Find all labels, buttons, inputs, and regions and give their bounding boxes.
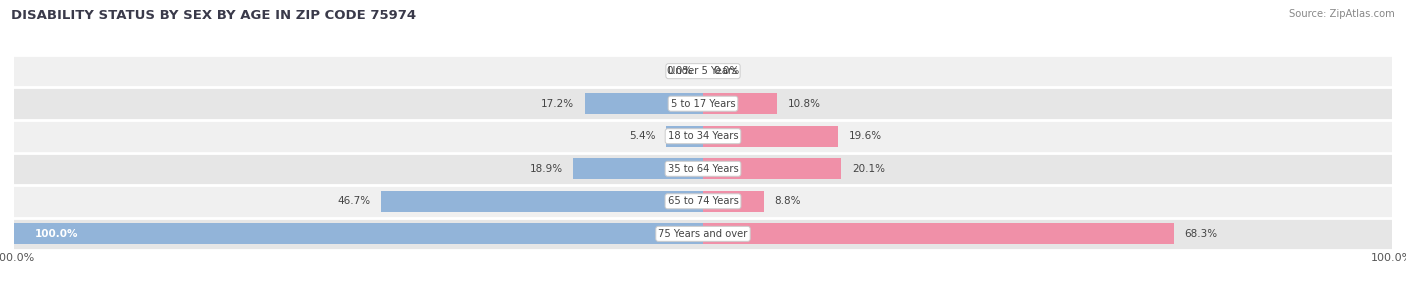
Text: DISABILITY STATUS BY SEX BY AGE IN ZIP CODE 75974: DISABILITY STATUS BY SEX BY AGE IN ZIP C… <box>11 9 416 22</box>
Bar <box>703 191 763 212</box>
Text: 0.0%: 0.0% <box>713 66 740 76</box>
Bar <box>703 126 838 147</box>
Bar <box>703 158 841 179</box>
Text: 8.8%: 8.8% <box>773 196 800 206</box>
Bar <box>703 223 1174 244</box>
Bar <box>14 55 1392 88</box>
Text: 17.2%: 17.2% <box>541 99 574 109</box>
Text: 5 to 17 Years: 5 to 17 Years <box>671 99 735 109</box>
Text: 100.0%: 100.0% <box>35 229 79 239</box>
Text: 18.9%: 18.9% <box>529 164 562 174</box>
Bar <box>14 152 1392 185</box>
Bar <box>666 126 703 147</box>
Bar <box>381 191 703 212</box>
Bar <box>585 93 703 114</box>
Text: 18 to 34 Years: 18 to 34 Years <box>668 131 738 141</box>
Text: 0.0%: 0.0% <box>666 66 693 76</box>
Text: 35 to 64 Years: 35 to 64 Years <box>668 164 738 174</box>
Text: 5.4%: 5.4% <box>628 131 655 141</box>
Bar <box>14 88 1392 120</box>
Text: 19.6%: 19.6% <box>848 131 882 141</box>
Text: 68.3%: 68.3% <box>1184 229 1218 239</box>
Text: Under 5 Years: Under 5 Years <box>668 66 738 76</box>
Bar <box>14 223 703 244</box>
Text: 46.7%: 46.7% <box>337 196 371 206</box>
Text: 20.1%: 20.1% <box>852 164 884 174</box>
Text: 10.8%: 10.8% <box>787 99 821 109</box>
Bar <box>703 93 778 114</box>
Text: 65 to 74 Years: 65 to 74 Years <box>668 196 738 206</box>
Bar <box>14 217 1392 250</box>
Text: Source: ZipAtlas.com: Source: ZipAtlas.com <box>1289 9 1395 19</box>
Text: 75 Years and over: 75 Years and over <box>658 229 748 239</box>
Bar <box>572 158 703 179</box>
Bar <box>14 185 1392 217</box>
Bar <box>14 120 1392 152</box>
